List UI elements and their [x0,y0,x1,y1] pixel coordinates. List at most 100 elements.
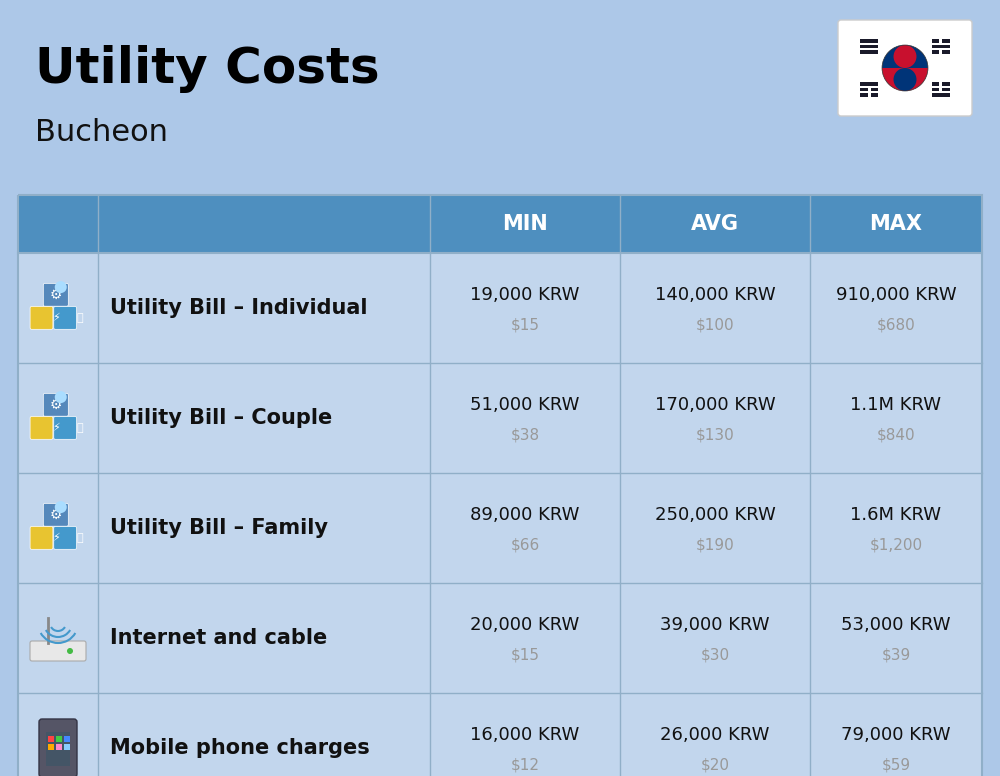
Bar [18,253,982,363]
FancyBboxPatch shape [54,307,77,329]
Text: ⚡: ⚡ [52,313,60,323]
Text: 89,000 KRW: 89,000 KRW [470,506,580,524]
Bar [932,50,939,54]
Text: 910,000 KRW: 910,000 KRW [836,286,956,303]
Bar [18,693,982,776]
Bar [18,473,982,583]
Text: $39: $39 [881,647,911,662]
Bar [56,736,62,742]
Text: 140,000 KRW: 140,000 KRW [655,286,775,303]
Text: ⚡: ⚡ [52,533,60,543]
Bar [860,40,878,43]
FancyBboxPatch shape [30,641,86,661]
Bar [48,736,54,742]
Text: $100: $100 [696,317,734,332]
Text: AVG: AVG [691,214,739,234]
Bar [942,50,950,54]
Text: 20,000 KRW: 20,000 KRW [470,616,580,634]
Text: Utility Bill – Family: Utility Bill – Family [110,518,328,538]
Text: $840: $840 [877,427,915,442]
Bar [64,744,70,750]
Text: $15: $15 [511,647,540,662]
Bar [871,88,878,92]
Wedge shape [882,45,928,68]
Bar [18,195,982,776]
Text: 51,000 KRW: 51,000 KRW [470,396,580,414]
Text: 39,000 KRW: 39,000 KRW [660,616,770,634]
Text: $15: $15 [511,317,540,332]
Text: ⚙: ⚙ [50,398,62,412]
FancyBboxPatch shape [43,504,68,526]
Text: 💧: 💧 [77,533,83,543]
Text: 53,000 KRW: 53,000 KRW [841,616,951,634]
Text: ⚡: ⚡ [52,423,60,433]
Circle shape [894,45,916,68]
Text: Bucheon: Bucheon [35,118,168,147]
Bar [871,93,878,96]
Text: $1,200: $1,200 [869,537,923,552]
Text: 1.1M KRW: 1.1M KRW [850,396,942,414]
FancyBboxPatch shape [54,417,77,439]
Text: MAX: MAX [870,214,922,234]
Bar [18,363,982,473]
Text: 26,000 KRW: 26,000 KRW [660,726,770,744]
Circle shape [55,501,67,513]
Bar [18,583,982,693]
Text: ⚙: ⚙ [50,288,62,302]
FancyBboxPatch shape [30,526,53,549]
Bar [932,40,939,43]
Bar [932,93,950,96]
Text: Utility Costs: Utility Costs [35,45,380,93]
Bar [48,744,54,750]
Text: $680: $680 [877,317,915,332]
Circle shape [55,391,67,403]
Bar [845,27,965,109]
Text: Mobile phone charges: Mobile phone charges [110,738,370,758]
Bar [942,40,950,43]
Text: $190: $190 [696,537,734,552]
Text: 16,000 KRW: 16,000 KRW [470,726,580,744]
Wedge shape [882,68,928,91]
Text: 💧: 💧 [77,423,83,433]
Bar [46,732,70,766]
FancyBboxPatch shape [39,719,77,776]
Text: 1.6M KRW: 1.6M KRW [850,506,942,524]
Text: ⚙: ⚙ [50,508,62,521]
Text: $30: $30 [700,647,730,662]
Text: MIN: MIN [502,214,548,234]
Bar [942,82,950,86]
FancyBboxPatch shape [54,526,77,549]
Text: 💧: 💧 [77,313,83,323]
Bar [860,93,868,96]
FancyBboxPatch shape [43,393,68,416]
Text: 19,000 KRW: 19,000 KRW [470,286,580,303]
Bar [860,82,878,86]
Text: Utility Bill – Couple: Utility Bill – Couple [110,408,332,428]
Bar [64,736,70,742]
Bar [18,195,982,253]
Text: $38: $38 [510,427,540,442]
Bar [860,50,878,54]
Bar [932,88,939,92]
Circle shape [55,281,67,293]
Text: $59: $59 [881,757,911,772]
Bar [932,45,950,48]
Circle shape [894,68,916,91]
Bar [56,744,62,750]
Text: 79,000 KRW: 79,000 KRW [841,726,951,744]
Text: $20: $20 [700,757,730,772]
Bar [860,88,868,92]
Text: Utility Bill – Individual: Utility Bill – Individual [110,298,368,318]
FancyBboxPatch shape [30,417,53,439]
Text: $66: $66 [510,537,540,552]
Text: 250,000 KRW: 250,000 KRW [655,506,775,524]
Bar [942,88,950,92]
Text: $12: $12 [511,757,540,772]
Bar [932,82,939,86]
Bar [860,45,878,48]
FancyBboxPatch shape [43,283,68,307]
Text: Internet and cable: Internet and cable [110,628,327,648]
FancyBboxPatch shape [30,307,53,329]
Text: 170,000 KRW: 170,000 KRW [655,396,775,414]
Circle shape [67,648,73,654]
